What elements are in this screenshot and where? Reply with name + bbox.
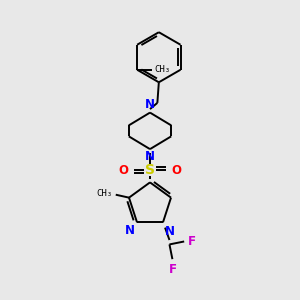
Text: CH₃: CH₃ bbox=[97, 189, 113, 198]
Text: CH₃: CH₃ bbox=[154, 65, 170, 74]
Text: N: N bbox=[165, 225, 175, 238]
Text: O: O bbox=[118, 164, 128, 177]
Text: S: S bbox=[145, 163, 155, 177]
Text: O: O bbox=[172, 164, 182, 177]
Text: N: N bbox=[145, 98, 155, 111]
Text: N: N bbox=[125, 224, 135, 237]
Text: N: N bbox=[145, 150, 155, 163]
Text: F: F bbox=[168, 263, 176, 276]
Text: F: F bbox=[188, 235, 196, 248]
